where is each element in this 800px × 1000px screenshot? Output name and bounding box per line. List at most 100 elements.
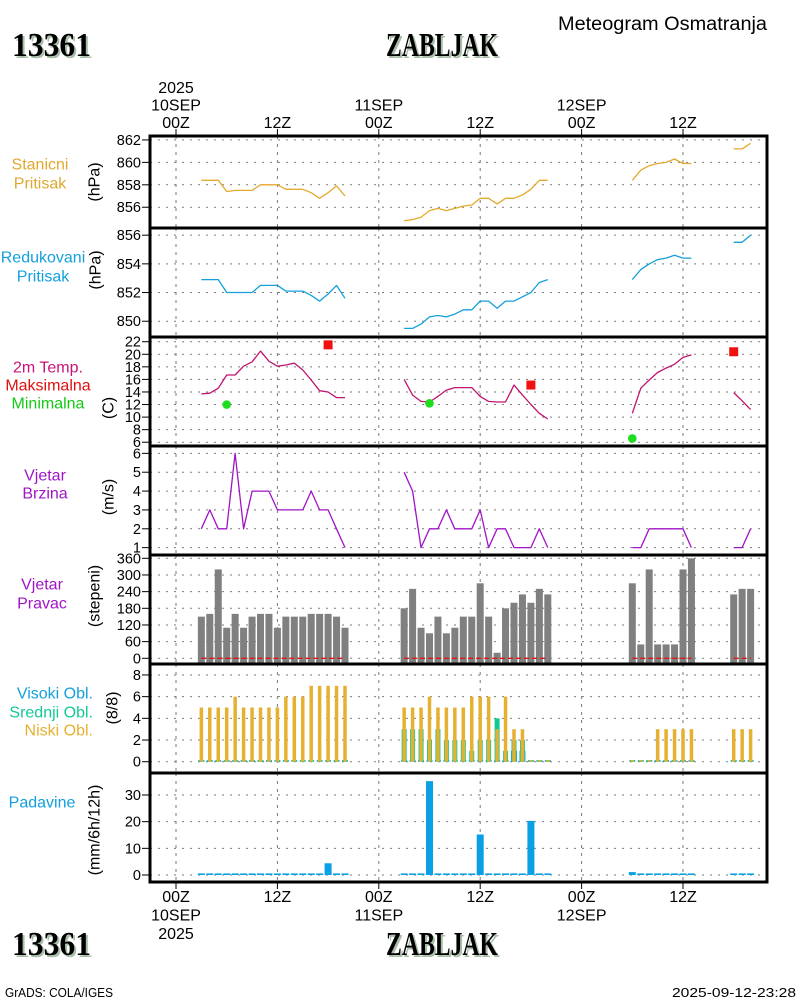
y-tick-label: 30 bbox=[125, 788, 141, 804]
series-precip-accumulated bbox=[324, 781, 636, 876]
precip-hourly-bar bbox=[510, 873, 518, 876]
low-cloud-bar bbox=[495, 729, 499, 762]
precip-hourly-bar bbox=[417, 873, 425, 876]
low-cloud-bar bbox=[267, 707, 271, 762]
header: 13361 13361 ZABLJAK ZABLJAK Meteogram Os… bbox=[12, 14, 767, 66]
y-axis-unit-label: (C) bbox=[101, 397, 118, 419]
low-cloud-bar bbox=[689, 729, 694, 762]
station-pressure-line bbox=[404, 179, 548, 222]
low-cloud-bar bbox=[664, 729, 668, 762]
x-tick-label-bottom: 12SEP bbox=[557, 908, 607, 925]
low-cloud-bar bbox=[436, 707, 440, 762]
y-tick-label: 22 bbox=[125, 335, 141, 351]
wind-direction-bar bbox=[400, 608, 408, 664]
wind-direction-bar bbox=[730, 594, 738, 664]
footer-station-id-shadow: 13361 bbox=[14, 928, 93, 965]
y-tick-label: 6 bbox=[133, 690, 141, 706]
wind-direction-bar bbox=[417, 627, 425, 664]
precip-hourly-bar bbox=[485, 873, 493, 876]
chart-subtitle: Meteogram Osmatranja bbox=[558, 14, 767, 35]
wind-direction-bar bbox=[527, 602, 535, 664]
y-tick-label: 240 bbox=[117, 585, 141, 601]
wind-speed-line bbox=[733, 528, 752, 549]
panel-label: Niski Obl. bbox=[25, 723, 93, 740]
reduced-pressure-line bbox=[404, 278, 549, 330]
precip-hourly-bar bbox=[468, 873, 476, 876]
panel-label: Redukovani bbox=[1, 250, 86, 267]
y-tick-label: 60 bbox=[125, 635, 141, 651]
wind-speed-line bbox=[403, 471, 549, 549]
wind-direction-bar bbox=[451, 627, 459, 664]
temp-2m-line bbox=[733, 392, 752, 411]
low-cloud-bar bbox=[478, 696, 482, 762]
wind-direction-bar bbox=[687, 558, 695, 664]
precip-accumulated-bar bbox=[426, 781, 433, 876]
wind-direction-bar bbox=[273, 627, 281, 664]
low-cloud-bar bbox=[748, 729, 753, 762]
wind-direction-bar bbox=[485, 616, 493, 664]
y-tick-label: 20 bbox=[125, 347, 141, 363]
generated-timestamp: 2025-09-12-23:28 bbox=[672, 985, 796, 1000]
precip-hourly-bar bbox=[341, 873, 349, 876]
precip-accumulated-bar bbox=[476, 834, 484, 876]
series-high-cloud bbox=[198, 750, 754, 762]
station-id: 13361 bbox=[12, 27, 91, 64]
low-cloud-bar bbox=[233, 696, 237, 762]
panel-grid bbox=[150, 136, 767, 228]
y-tick-label: 4 bbox=[133, 711, 141, 727]
low-cloud-bar bbox=[334, 685, 339, 762]
y-tick-label: 20 bbox=[125, 815, 141, 831]
footer-station-name: ZABLJAK bbox=[386, 926, 498, 963]
y-tick-label: 18 bbox=[125, 360, 141, 376]
precip-hourly-bar bbox=[687, 873, 695, 876]
low-cloud-bar bbox=[512, 729, 516, 762]
y-axis-unit-label: (hPa) bbox=[88, 250, 105, 289]
precip-hourly-bar bbox=[730, 873, 738, 876]
low-cloud-bar bbox=[655, 729, 660, 762]
y-tick-label: 16 bbox=[125, 372, 141, 388]
y-tick-label: 120 bbox=[117, 618, 141, 634]
precip-hourly-bar bbox=[197, 873, 205, 876]
wind-direction-bar bbox=[628, 583, 636, 664]
panel-grid bbox=[150, 446, 767, 555]
y-tick-label: 360 bbox=[117, 551, 141, 567]
precip-hourly-bar bbox=[409, 873, 417, 876]
precip-hourly-bar bbox=[442, 873, 450, 876]
y-axis-unit-label: (m/s) bbox=[101, 479, 118, 515]
precip-hourly-bar bbox=[299, 873, 307, 876]
x-tick-label-bottom: 2025 bbox=[158, 926, 194, 943]
y-tick-label: 852 bbox=[117, 286, 141, 302]
low-cloud-bar bbox=[284, 696, 288, 762]
x-tick-label-bottom: 10SEP bbox=[151, 908, 201, 925]
low-cloud-bar bbox=[326, 685, 330, 762]
low-cloud-bar bbox=[672, 729, 677, 762]
low-cloud-bar bbox=[258, 707, 263, 762]
precip-hourly-bar bbox=[747, 873, 755, 876]
panel-grid bbox=[150, 773, 767, 882]
low-cloud-bar bbox=[444, 707, 449, 762]
reduced-pressure-line bbox=[631, 254, 692, 281]
precip-hourly-bar bbox=[240, 873, 248, 876]
wind-direction-bar bbox=[535, 588, 543, 664]
x-tick-label-bottom: 11SEP bbox=[354, 908, 403, 925]
wind-speed-line bbox=[200, 452, 346, 548]
low-cloud-bar bbox=[740, 729, 744, 762]
precip-hourly-bar bbox=[265, 873, 273, 876]
panel-station-pressure: 856 858 860 862 Stanicni Pritisak (hPa) bbox=[12, 133, 767, 228]
low-cloud-bar bbox=[419, 707, 423, 762]
wind-direction-bar bbox=[637, 644, 645, 664]
y-tick-label: 860 bbox=[117, 155, 141, 171]
wind-direction-bar bbox=[341, 627, 349, 664]
low-cloud-bar bbox=[520, 729, 525, 762]
precip-hourly-bar bbox=[273, 873, 281, 876]
precip-hourly-bar bbox=[333, 873, 341, 876]
panel-label: Maksimalna bbox=[5, 378, 90, 395]
wind-direction-bar bbox=[671, 644, 679, 664]
y-tick-label: 300 bbox=[117, 568, 141, 584]
wind-direction-bar bbox=[214, 569, 222, 664]
temp-min-marker bbox=[425, 398, 434, 408]
wind-direction-bar bbox=[324, 613, 332, 664]
y-axis-unit-label: (stepeni) bbox=[87, 565, 104, 627]
y-tick-label: 14 bbox=[125, 385, 141, 401]
